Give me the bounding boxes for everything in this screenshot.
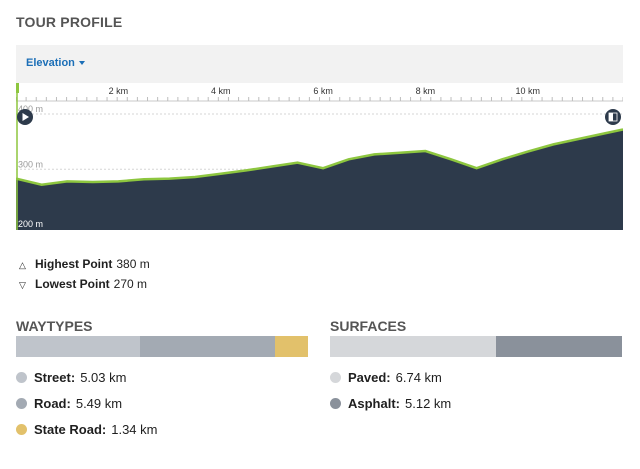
x-tick-label: 8 km xyxy=(416,86,436,96)
surfaces-bar xyxy=(330,336,622,357)
color-dot-icon xyxy=(16,424,27,435)
data-point xyxy=(168,177,171,180)
triangle-up-icon: △ xyxy=(19,260,26,270)
waytype-legend-item: Road: 5.49 km xyxy=(16,396,122,411)
waytype-legend-label: Road: xyxy=(34,396,71,411)
color-dot-icon xyxy=(330,372,341,383)
surface-legend-label: Asphalt: xyxy=(348,396,400,411)
lowest-point-stat: ▽ Lowest Point 270 m xyxy=(19,277,147,291)
x-tick-label: 6 km xyxy=(313,86,333,96)
data-point xyxy=(373,153,376,156)
triangle-down-icon: ▽ xyxy=(19,280,26,290)
finish-flag-icon[interactable] xyxy=(605,109,621,125)
y-tick-label: 300 m xyxy=(18,159,43,169)
data-point xyxy=(450,158,452,161)
waytype-legend-item: Street: 5.03 km xyxy=(16,370,126,385)
data-point xyxy=(501,158,504,161)
data-point xyxy=(143,178,145,180)
highest-point-stat: △ Highest Point 380 m xyxy=(19,257,150,271)
surface-legend-item: Asphalt: 5.12 km xyxy=(330,396,451,411)
data-point xyxy=(475,167,478,169)
waytype-legend-value: 5.03 km xyxy=(80,370,127,385)
elevation-dropdown[interactable]: Elevation xyxy=(26,57,85,69)
start-marker-flag xyxy=(16,83,19,93)
surfaces-title: SURFACES xyxy=(330,318,407,334)
data-point xyxy=(271,165,273,168)
color-dot-icon xyxy=(16,398,27,409)
elevation-dropdown-label: Elevation xyxy=(26,57,75,69)
waytype-legend-value: 5.49 km xyxy=(75,396,123,411)
data-point xyxy=(296,161,299,164)
data-point xyxy=(399,151,401,154)
data-point xyxy=(527,150,529,153)
x-tick-label: 2 km xyxy=(109,86,129,96)
profile-toolbar: Elevation xyxy=(16,45,623,83)
waytype-legend-label: State Road: xyxy=(34,422,107,437)
color-dot-icon xyxy=(330,398,341,409)
data-point xyxy=(194,176,196,178)
surface-bar-segment xyxy=(330,336,496,357)
elevation-profile: Elevation 2 km 4 km 6 km 8 km 10 km 400 m 300 … xyxy=(16,45,623,230)
elevation-area xyxy=(16,129,623,230)
highest-point-value: 380 m xyxy=(116,257,150,271)
surface-legend-value: 6.74 km xyxy=(395,370,442,385)
waytypes-title: WAYTYPES xyxy=(16,318,93,334)
surface-legend-label: Paved: xyxy=(348,370,391,385)
data-point xyxy=(578,138,580,140)
data-point xyxy=(322,167,324,169)
data-point xyxy=(603,132,606,135)
surface-legend-item: Paved: 6.74 km xyxy=(330,370,442,385)
data-point xyxy=(219,172,222,175)
play-icon[interactable] xyxy=(17,109,33,125)
data-point xyxy=(66,180,68,183)
lowest-point-value: 270 m xyxy=(113,277,148,291)
data-point xyxy=(40,183,43,186)
lowest-point-label: Lowest Point xyxy=(35,277,110,291)
color-dot-icon xyxy=(16,372,27,383)
x-tick-label: 10 km xyxy=(516,86,541,96)
data-point xyxy=(424,150,427,152)
waytype-legend-item: State Road: 1.34 km xyxy=(16,422,157,437)
waytype-legend-label: Street: xyxy=(34,370,76,385)
waytype-bar-segment xyxy=(16,336,140,357)
data-point xyxy=(347,158,350,161)
page-title: TOUR PROFILE xyxy=(16,14,123,30)
waytype-bar-segment xyxy=(139,336,275,357)
x-tick-label: 4 km xyxy=(211,86,231,96)
surface-legend-value: 5.12 km xyxy=(405,396,452,411)
data-point xyxy=(552,143,555,146)
data-point xyxy=(622,128,623,131)
data-point xyxy=(245,169,248,172)
waytype-bar-segment xyxy=(274,336,308,357)
elevation-chart[interactable]: 2 km 4 km 6 km 8 km 10 km 400 m 300 m 200 m xyxy=(16,83,623,230)
surface-bar-segment xyxy=(495,336,622,357)
highest-point-label: Highest Point xyxy=(35,257,113,271)
waytype-legend-value: 1.34 km xyxy=(111,422,158,437)
waytypes-bar xyxy=(16,336,308,357)
chevron-down-icon xyxy=(78,61,85,66)
y-tick-label: 200 m xyxy=(18,219,43,229)
y-tick-label: 400 m xyxy=(18,104,43,114)
data-point xyxy=(91,181,94,183)
data-point xyxy=(117,180,120,183)
